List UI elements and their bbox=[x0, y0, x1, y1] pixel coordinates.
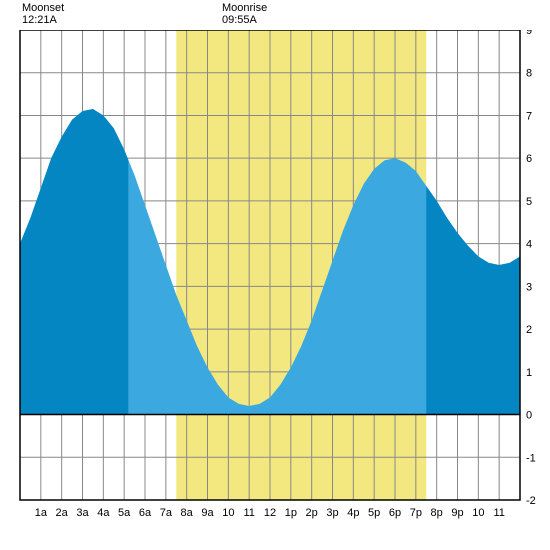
svg-text:4a: 4a bbox=[97, 507, 110, 519]
svg-text:9: 9 bbox=[526, 30, 532, 37]
moonrise-label: Moonrise 09:55A bbox=[222, 2, 267, 26]
svg-text:8: 8 bbox=[526, 68, 532, 80]
svg-text:10: 10 bbox=[222, 507, 234, 519]
moonset-label: Moonset 12:21A bbox=[22, 2, 64, 26]
svg-text:5: 5 bbox=[526, 196, 532, 208]
svg-text:3a: 3a bbox=[76, 507, 89, 519]
svg-text:8a: 8a bbox=[181, 507, 194, 519]
svg-text:8p: 8p bbox=[431, 507, 443, 519]
chart-svg: -2-101234567891a2a3a4a5a6a7a8a9a1011121p… bbox=[0, 30, 550, 550]
svg-text:9p: 9p bbox=[451, 507, 463, 519]
tide-chart: Moonset 12:21A Moonrise 09:55A -2-101234… bbox=[0, 0, 550, 550]
svg-text:5p: 5p bbox=[368, 507, 380, 519]
svg-text:-2: -2 bbox=[526, 495, 536, 507]
svg-text:3p: 3p bbox=[326, 507, 338, 519]
svg-text:2a: 2a bbox=[56, 507, 69, 519]
svg-text:3: 3 bbox=[526, 281, 532, 293]
svg-text:1p: 1p bbox=[285, 507, 297, 519]
svg-text:-1: -1 bbox=[526, 452, 536, 464]
svg-text:6p: 6p bbox=[389, 507, 401, 519]
moon-header: Moonset 12:21A Moonrise 09:55A bbox=[0, 0, 550, 30]
moonrise-time: 09:55A bbox=[222, 14, 267, 26]
moonset-time: 12:21A bbox=[22, 14, 64, 26]
svg-text:0: 0 bbox=[526, 410, 532, 422]
svg-text:4p: 4p bbox=[347, 507, 359, 519]
svg-text:2p: 2p bbox=[306, 507, 318, 519]
svg-text:5a: 5a bbox=[118, 507, 131, 519]
svg-text:6a: 6a bbox=[139, 507, 152, 519]
svg-text:1a: 1a bbox=[35, 507, 48, 519]
svg-text:7: 7 bbox=[526, 110, 532, 122]
svg-text:7p: 7p bbox=[410, 507, 422, 519]
svg-text:11: 11 bbox=[493, 507, 504, 519]
svg-text:1: 1 bbox=[526, 367, 532, 379]
svg-text:7a: 7a bbox=[160, 507, 173, 519]
svg-text:9a: 9a bbox=[201, 507, 214, 519]
svg-text:11: 11 bbox=[243, 507, 254, 519]
svg-text:4: 4 bbox=[526, 239, 532, 251]
svg-text:2: 2 bbox=[526, 324, 532, 336]
svg-text:10: 10 bbox=[472, 507, 484, 519]
moonset-title: Moonset bbox=[22, 2, 64, 14]
moonrise-title: Moonrise bbox=[222, 2, 267, 14]
svg-text:6: 6 bbox=[526, 153, 532, 165]
svg-text:12: 12 bbox=[264, 507, 276, 519]
